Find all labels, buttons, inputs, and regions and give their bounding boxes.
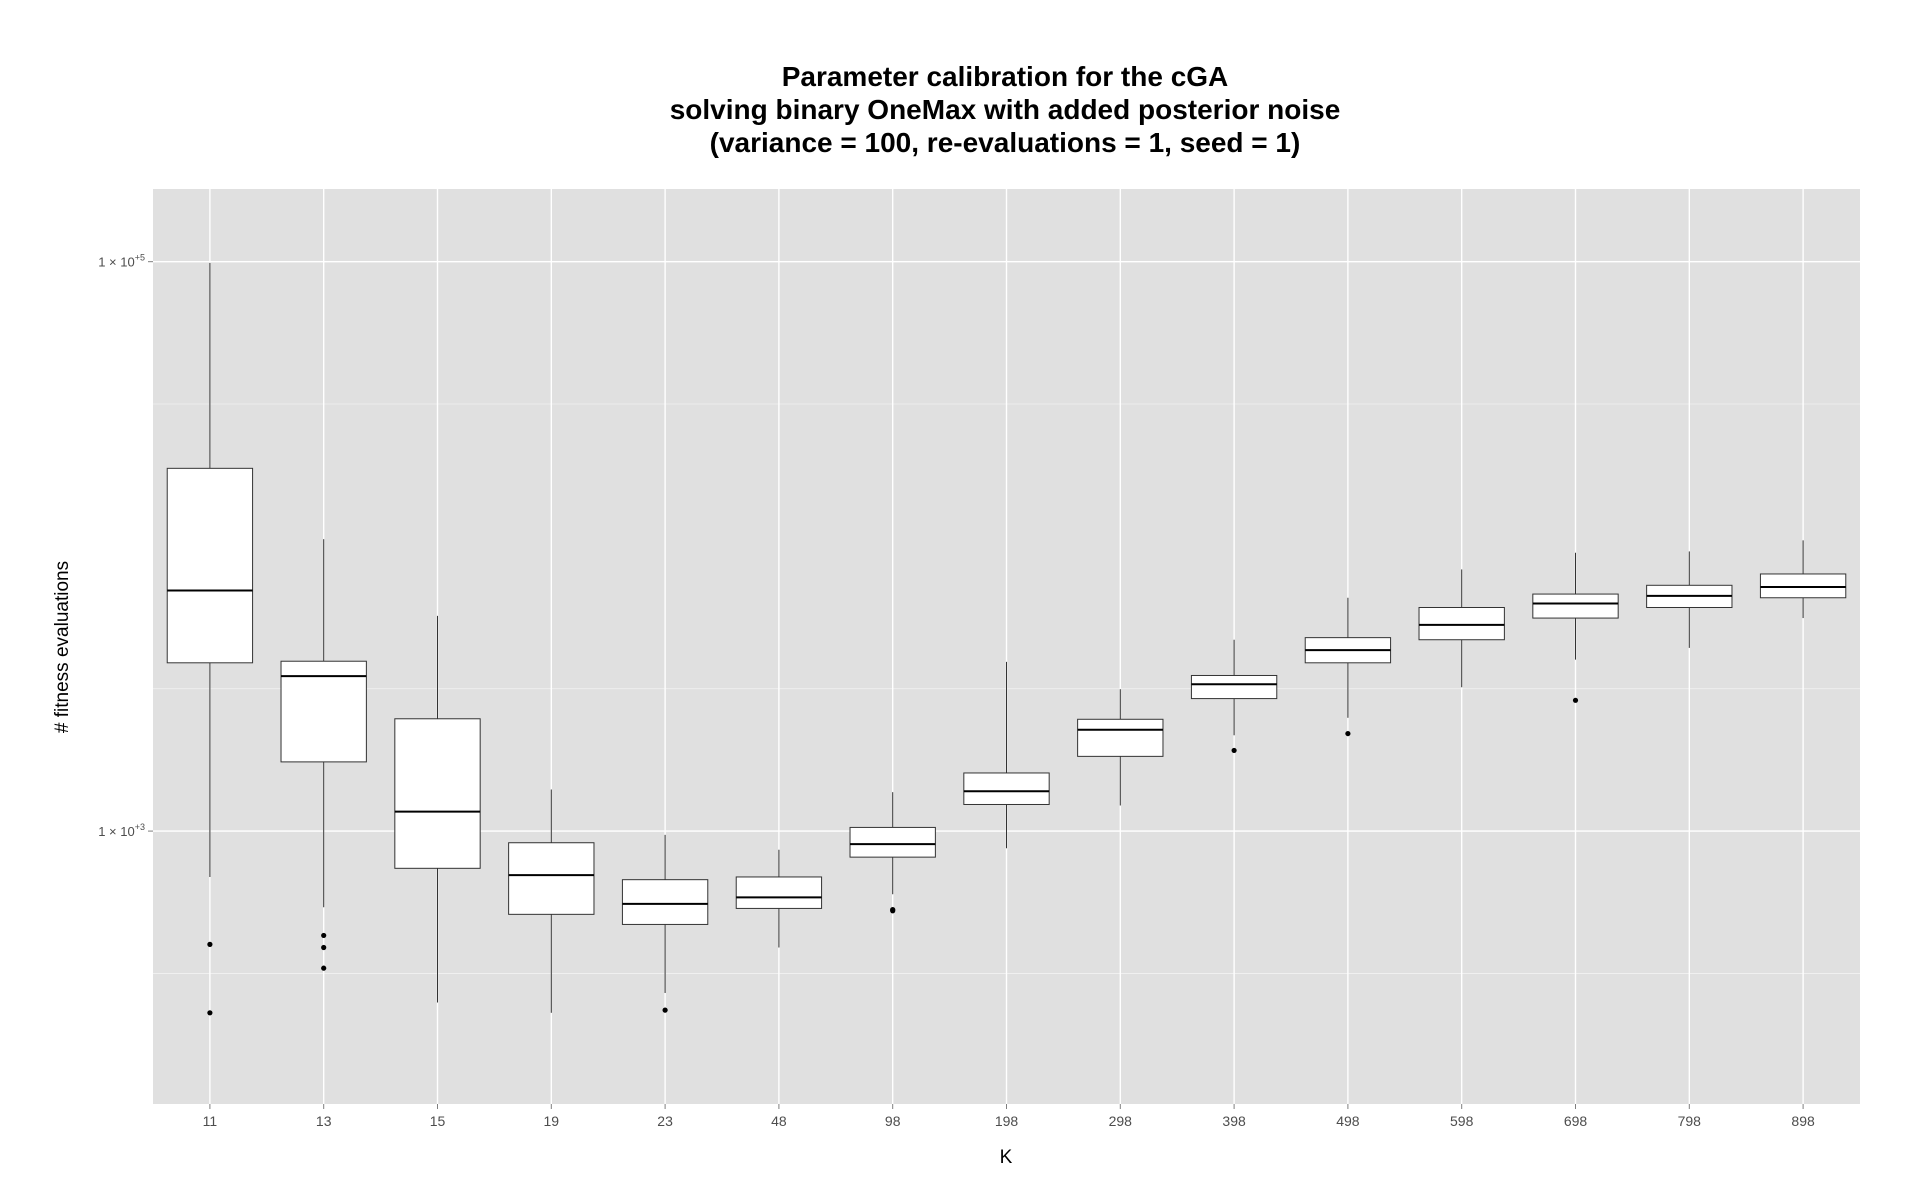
x-tick-label: 15 — [430, 1113, 446, 1129]
box-group-11 — [166, 262, 254, 1016]
x-tick-label: 698 — [1564, 1113, 1588, 1129]
x-tick-label: 48 — [771, 1113, 787, 1129]
x-tick-label: 11 — [203, 1113, 218, 1129]
outlier-point — [321, 965, 327, 971]
box-group-698 — [1532, 552, 1619, 703]
outlier-point — [1345, 730, 1351, 737]
box-group-298 — [1077, 689, 1164, 806]
box-layer — [166, 262, 1847, 1016]
box-iqr — [621, 879, 709, 925]
box-iqr — [1759, 573, 1847, 599]
x-tick-label: 798 — [1678, 1113, 1702, 1129]
axis-layer: 11 13 15 19 23 48 98 198 298 398 498 598 698 798 898 1 … — [98, 253, 1815, 1129]
outlier-point — [890, 908, 896, 914]
x-tick-label: 498 — [1336, 1113, 1360, 1129]
box-group-15 — [394, 615, 481, 1003]
x-tick-label: 298 — [1109, 1113, 1133, 1129]
outlier-point — [1231, 747, 1237, 754]
box-group-19 — [508, 789, 595, 1013]
box-group-198 — [963, 661, 1050, 849]
chart-title-line-1: Parameter calibration for the cGA — [782, 61, 1229, 92]
box-group-48 — [735, 849, 823, 948]
box-iqr — [849, 826, 936, 858]
outlier-point — [321, 932, 327, 939]
box-iqr — [280, 660, 367, 763]
x-tick-label: 398 — [1222, 1113, 1246, 1129]
x-tick-label: 198 — [995, 1113, 1019, 1129]
box-iqr — [1077, 718, 1164, 757]
box-group-398 — [1190, 639, 1278, 754]
box-iqr — [508, 842, 595, 915]
x-tick-label: 13 — [316, 1113, 332, 1129]
box-group-498 — [1304, 597, 1392, 737]
box-group-898 — [1759, 540, 1847, 619]
outlier-point — [207, 1010, 213, 1016]
y-axis-title: # fitness evaluations — [52, 561, 73, 733]
chart-title-line-3: (variance = 100, re-evaluations = 1, see… — [710, 127, 1301, 158]
box-group-13 — [280, 539, 367, 971]
y-tick-label: 1 × 10+5 — [98, 253, 145, 270]
x-tick-label: 19 — [544, 1113, 560, 1129]
box-iqr — [1418, 606, 1505, 641]
box-group-598 — [1418, 569, 1505, 688]
box-group-23 — [621, 834, 709, 1013]
box-iqr — [1190, 674, 1278, 700]
x-axis-title: K — [1000, 1147, 1013, 1168]
x-tick-label: 598 — [1450, 1113, 1474, 1129]
outlier-point — [321, 944, 327, 951]
outlier-point — [207, 941, 213, 947]
box-group-98 — [849, 792, 936, 914]
box-iqr — [963, 772, 1050, 805]
y-tick-label: 1 × 10+3 — [98, 822, 145, 839]
box-iqr — [1532, 593, 1619, 619]
box-iqr — [166, 467, 254, 664]
outlier-point — [662, 1007, 668, 1013]
box-iqr — [394, 718, 481, 869]
box-iqr — [735, 876, 823, 909]
x-tick-label: 23 — [657, 1113, 673, 1129]
outlier-point — [1572, 697, 1579, 703]
box-group-798 — [1646, 551, 1733, 648]
x-tick-label: 98 — [885, 1113, 901, 1129]
x-tick-label: 898 — [1791, 1113, 1815, 1129]
chart-title-line-2: solving binary OneMax with added posteri… — [670, 94, 1341, 125]
